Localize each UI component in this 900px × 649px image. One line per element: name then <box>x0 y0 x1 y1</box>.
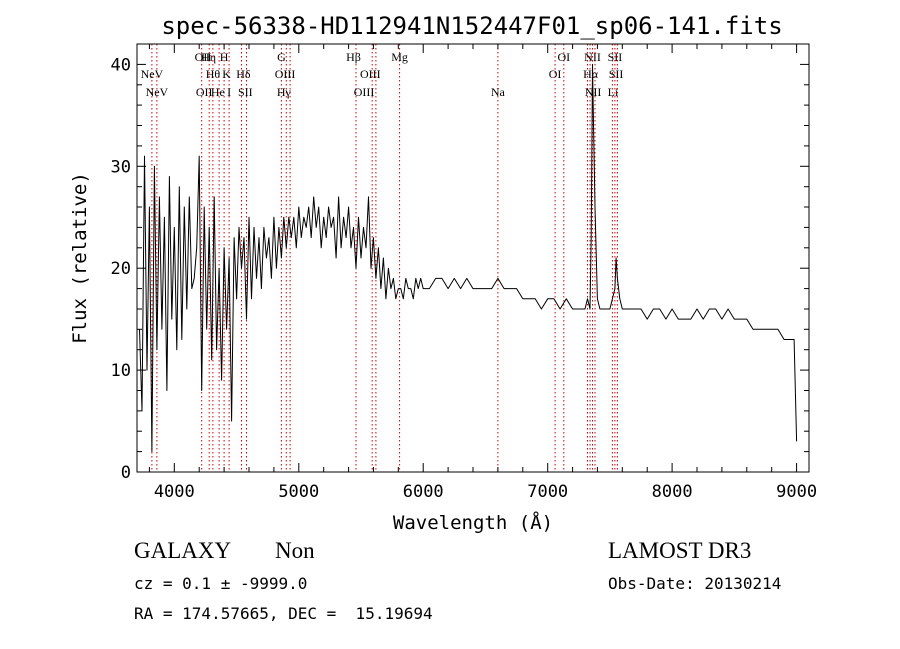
coordinates-line: RA = 174.57665, DEC = 15.19694 <box>134 604 433 623</box>
observation-date: Obs-Date: 20130214 <box>608 574 782 593</box>
line-label-23: Hα <box>583 67 599 81</box>
spectrum-series <box>139 63 798 453</box>
line-label-6: He <box>211 85 225 99</box>
y-tick-label-40: 40 <box>111 55 131 75</box>
redshift-line: cz = 0.1 ± -9999.0 <box>134 574 308 593</box>
line-label-14: Hγ <box>277 85 292 99</box>
line-label-16: OIII <box>360 67 381 81</box>
line-label-18: Mg <box>391 50 408 64</box>
line-label-2: OII <box>195 50 212 64</box>
line-label-8: K <box>222 67 231 81</box>
x-axis-ticks: 4000 5000 6000 7000 8000 9000 <box>148 44 817 502</box>
line-label-20: OI <box>557 50 570 64</box>
line-label-0: NeV <box>141 67 164 81</box>
line-label-7: H <box>220 50 229 64</box>
line-label-19: Na <box>491 85 506 99</box>
y-tick-label-30: 30 <box>111 157 131 177</box>
line-label-21: OI <box>549 67 562 81</box>
survey-name: LAMOST DR3 <box>608 538 752 563</box>
line-label-25: SII <box>608 50 623 64</box>
line-label-4: Hη <box>201 50 216 64</box>
line-label-27: Li <box>608 85 619 99</box>
spectrum-line-0 <box>139 63 798 453</box>
x-axis-label: Wavelength (Å) <box>393 511 553 534</box>
x-tick-label-9000: 9000 <box>776 482 817 502</box>
x-tick-label-8000: 8000 <box>652 482 693 502</box>
x-tick-label-6000: 6000 <box>403 482 444 502</box>
y-axis-label: Flux (relative) <box>69 172 91 344</box>
line-label-11: SII <box>238 85 253 99</box>
line-label-9: I <box>227 85 231 99</box>
emission-line-labels: NeVNeVOIIOIIHηHθHeHKIHδSIIGOIIIHγHβOIIIO… <box>141 50 624 99</box>
y-axis-ticks: 0 10 20 30 40 <box>111 43 809 483</box>
line-label-13: OIII <box>275 67 296 81</box>
line-label-26: SII <box>609 67 624 81</box>
line-label-22: NII <box>584 50 601 64</box>
line-label-1: NeV <box>146 85 169 99</box>
line-label-15: Hβ <box>346 50 361 64</box>
y-tick-label-10: 10 <box>111 361 131 381</box>
x-tick-label-7000: 7000 <box>527 482 568 502</box>
object-class: GALAXY <box>134 538 232 563</box>
emission-line-markers <box>151 44 618 472</box>
x-tick-label-5000: 5000 <box>278 482 319 502</box>
object-subclass: Non <box>275 538 315 563</box>
line-label-5: Hθ <box>206 67 221 81</box>
y-tick-label-0: 0 <box>121 463 131 483</box>
line-label-12: G <box>277 50 286 64</box>
line-label-17: OIII <box>354 85 375 99</box>
chart-title: spec-56338-HD112941N152447F01_sp06-141.f… <box>161 12 782 40</box>
line-label-3: OII <box>196 85 213 99</box>
y-tick-label-20: 20 <box>111 259 131 279</box>
x-tick-label-4000: 4000 <box>154 482 195 502</box>
line-label-10: Hδ <box>236 67 251 81</box>
